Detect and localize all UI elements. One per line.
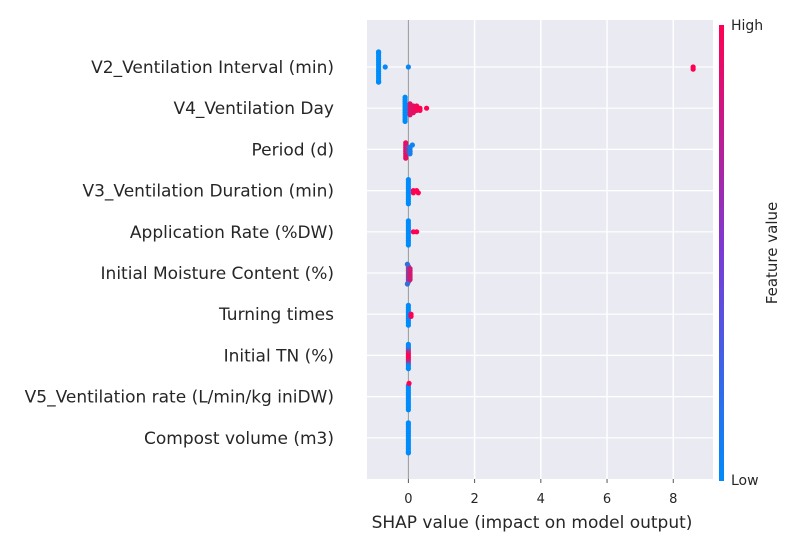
- shap-point: [405, 407, 411, 413]
- shap-point: [404, 261, 410, 267]
- shap-point: [405, 218, 411, 224]
- shap-point: [406, 380, 412, 386]
- feature-label: Initial Moisture Content (%): [101, 264, 334, 284]
- shap-point: [415, 190, 421, 196]
- x-tick-label: 8: [669, 492, 677, 507]
- x-tick-label: 6: [603, 492, 611, 507]
- feature-label: Compost volume (m3): [144, 429, 334, 449]
- colorbar-low-label: Low: [731, 473, 759, 489]
- colorbar-gradient: [719, 25, 724, 481]
- shap-point: [405, 341, 411, 347]
- shap-point: [405, 366, 411, 372]
- data-points: [375, 49, 696, 456]
- shap-point: [407, 151, 413, 157]
- feature-labels: V2_Ventilation Interval (min) V4_Ventilat…: [25, 58, 334, 449]
- shap-point: [408, 313, 414, 319]
- feature-label: Initial TN (%): [224, 346, 334, 366]
- shap-point: [404, 281, 410, 287]
- shap-point: [409, 142, 415, 148]
- shap-point: [423, 105, 430, 111]
- plot-area: [367, 20, 713, 479]
- shap-point: [405, 64, 411, 70]
- shap-point: [690, 66, 696, 72]
- shap-point: [405, 302, 411, 308]
- shap-point: [417, 107, 423, 113]
- colorbar: High Low Feature value: [719, 18, 781, 489]
- x-tick-label: 2: [470, 492, 478, 507]
- shap-point: [407, 277, 413, 283]
- shap-point: [382, 64, 388, 70]
- feature-label: Application Rate (%DW): [130, 223, 334, 243]
- feature-label: Turning times: [218, 305, 334, 325]
- shap-point: [405, 201, 411, 207]
- feature-label: V4_Ventilation Day: [173, 99, 334, 119]
- feature-label: V2_Ventilation Interval (min): [91, 58, 334, 78]
- feature-label: V5_Ventilation rate (L/min/kg iniDW): [25, 388, 334, 408]
- shap-point: [403, 155, 409, 161]
- x-tick-label: 0: [404, 492, 412, 507]
- shap-point: [375, 49, 382, 55]
- x-tick-label: 4: [537, 492, 545, 507]
- shap-point: [403, 140, 409, 146]
- shap-point: [402, 118, 408, 124]
- feature-label: V3_Ventilation Duration (min): [82, 182, 334, 202]
- grid-lines: [367, 20, 713, 479]
- shap-point: [405, 450, 411, 456]
- shap-point: [414, 229, 420, 235]
- shap-point: [402, 94, 408, 100]
- x-axis-ticks: 0 2 4 6 8: [404, 479, 677, 507]
- shap-point: [405, 420, 411, 426]
- colorbar-title: Feature value: [763, 202, 781, 304]
- colorbar-high-label: High: [731, 18, 763, 34]
- shap-point: [407, 266, 413, 272]
- shap-point: [405, 322, 411, 328]
- shap-point: [405, 242, 411, 248]
- shap-point: [405, 177, 411, 183]
- x-axis-title: SHAP value (impact on model output): [372, 513, 693, 533]
- shap-point: [375, 79, 382, 85]
- feature-label: Period (d): [252, 140, 334, 160]
